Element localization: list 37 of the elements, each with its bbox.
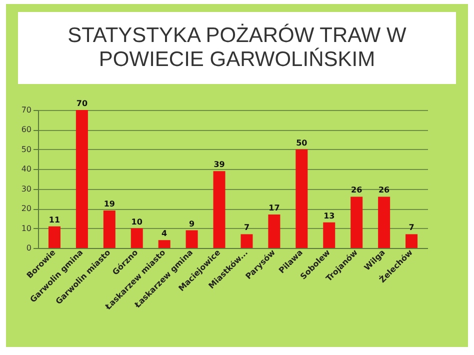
y-tick-label: 60	[21, 125, 32, 134]
data-label: 70	[76, 99, 88, 108]
bar	[296, 149, 308, 248]
bar	[76, 110, 88, 248]
bar	[378, 196, 390, 248]
y-tick-label: 70	[21, 106, 32, 114]
bar	[350, 196, 363, 248]
data-label: 17	[268, 203, 280, 212]
bar	[406, 234, 418, 248]
bar	[103, 210, 116, 248]
data-label: 7	[244, 223, 250, 232]
data-label: 13	[324, 211, 335, 220]
data-label: 9	[189, 219, 196, 228]
y-tick-label: 0	[26, 244, 32, 252]
data-label: 7	[408, 223, 414, 232]
bar	[48, 226, 60, 248]
y-tick-label: 50	[21, 144, 32, 154]
bar	[186, 230, 198, 248]
data-label: 39	[214, 160, 226, 170]
data-label: 26	[378, 186, 390, 195]
bar	[130, 228, 143, 248]
data-label: 19	[104, 200, 116, 209]
data-label: 11	[48, 215, 60, 224]
bar	[268, 214, 280, 248]
bar	[240, 234, 253, 248]
y-tick-label: 20	[21, 204, 32, 214]
bar	[213, 171, 226, 248]
data-label: 50	[296, 138, 308, 148]
y-tick-label: 30	[21, 184, 32, 194]
y-tick-label: 10	[21, 224, 32, 233]
chart-title: STATYSTYKA POŻARÓW TRAW W POWIECIE GARWOLIŃSKIM	[18, 12, 456, 84]
data-label: 4	[162, 229, 168, 238]
data-label: 26	[351, 186, 363, 195]
y-tick-label: 40	[21, 164, 32, 174]
bar	[158, 240, 170, 248]
bar	[323, 222, 336, 248]
data-label: 10	[131, 217, 143, 226]
